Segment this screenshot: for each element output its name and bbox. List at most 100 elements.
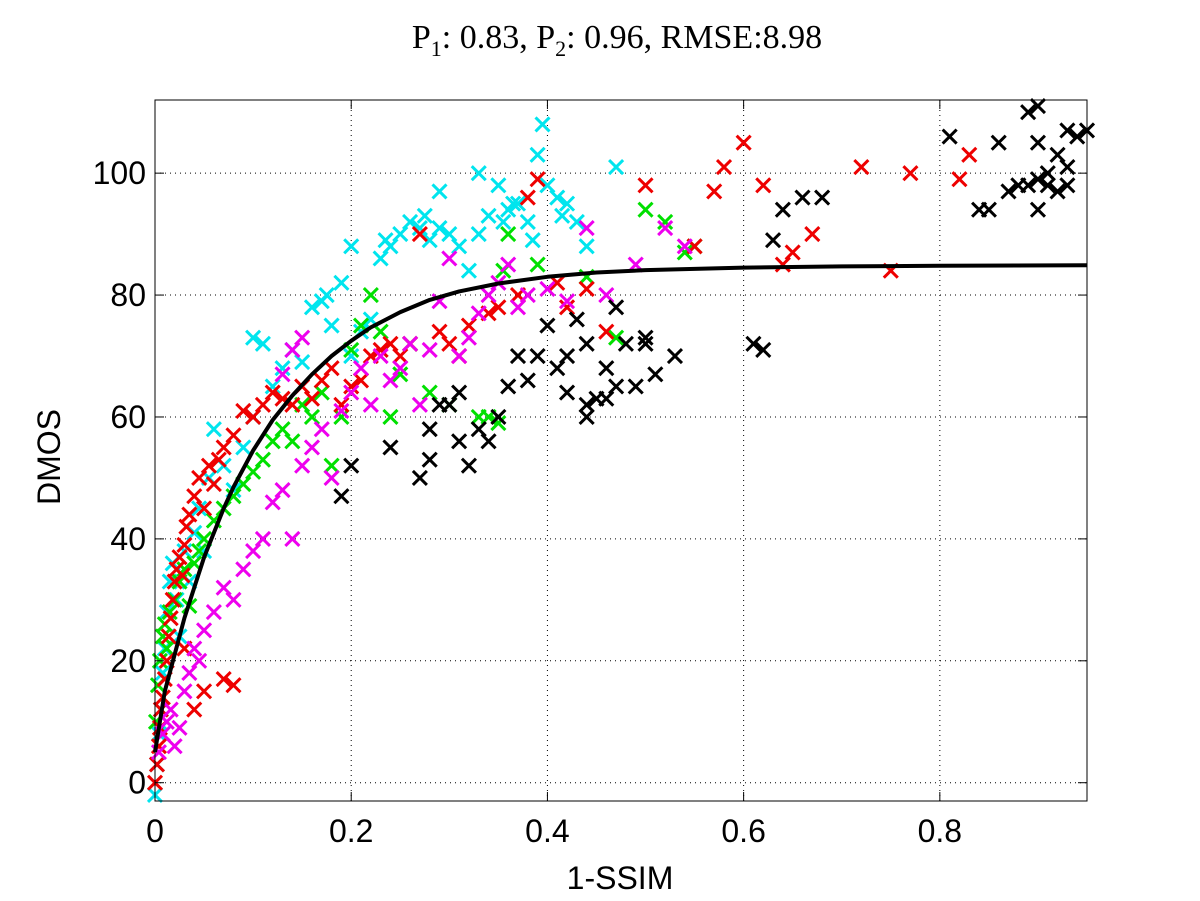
data-point-cyan [303,299,321,316]
data-point-magenta [382,372,399,389]
data-point-magenta [392,360,409,377]
data-point-magenta [343,384,360,401]
data-point-magenta [676,238,693,255]
data-point-magenta [171,719,188,736]
x-tick-label: 0.2 [329,813,373,849]
data-point-black [598,390,615,407]
data-point-black [637,329,654,346]
data-point-red [706,183,723,200]
data-point-black [990,134,1007,151]
data-point-red [735,134,752,151]
data-point-red [519,189,536,206]
data-point-green [158,640,175,657]
data-point-cyan [191,500,208,517]
data-point-black [451,433,468,450]
data-point-magenta [205,603,222,621]
data-point-black [1069,128,1086,145]
data-point-black [1059,122,1076,139]
data-point-cyan [539,177,556,194]
data-point-cyan [441,226,458,243]
data-point-cyan [254,335,271,352]
data-point-black [1029,171,1047,188]
data-point-red [195,500,213,517]
data-point-black [1020,177,1037,194]
data-point-black [814,189,831,206]
data-point-red [186,701,203,718]
data-point-magenta [441,250,458,267]
data-point-black [441,396,458,413]
data-point-green [657,213,674,230]
data-point-red [313,372,330,389]
y-tick-label: 60 [110,399,146,435]
data-point-magenta [558,293,576,310]
data-point-green [392,366,409,383]
data-point-red [853,158,870,176]
data-point-green [264,433,281,450]
data-point-magenta [294,329,311,346]
fit-curve [153,263,1088,753]
axis-ticks: 0 0.2 0.4 0.6 0.8 0 20 40 60 80 100 [93,100,1087,849]
data-point-cyan [554,207,571,224]
data-point-black [608,299,625,316]
data-point-magenta [500,256,517,273]
plot-frame [154,99,1088,802]
data-point-black [617,335,634,352]
data-point-red [490,299,507,316]
x-tick-label: 0.4 [525,813,569,849]
data-point-black [608,378,625,395]
data-point-red [210,451,227,468]
data-point-red [178,518,195,535]
data-point-magenta [303,439,321,456]
data-point-red [529,171,546,188]
x-tick-label: 0.6 [721,813,765,849]
data-point-red [181,506,198,523]
data-point-red [174,567,191,584]
title-p1-subscript: 1 [431,36,442,61]
data-point-green [254,451,271,468]
data-point-red [171,549,188,566]
data-point-magenta [166,738,183,755]
data-point-cyan [294,354,311,371]
data-point-black [343,457,360,474]
data-point-black [774,201,791,218]
data-point-black [1059,158,1076,176]
data-point-red [902,165,919,182]
data-point-red [333,396,350,413]
data-point-magenta [176,683,193,700]
data-point-red [186,488,203,505]
data-point-cyan [205,421,222,438]
data-point-black [1029,98,1047,115]
data-point-green [323,457,340,474]
data-point-magenta [294,457,311,474]
data-point-green [274,421,291,438]
data-point-cyan [534,116,551,133]
data-point-cyan [245,329,262,346]
data-point-cyan [558,195,576,212]
data-point-magenta [284,341,301,358]
data-point-magenta [215,579,232,596]
data-point-cyan [470,165,487,182]
data-point-cyan [421,232,438,249]
data-point-magenta [225,591,242,608]
y-tick-label: 80 [110,277,146,313]
data-point-cyan [431,183,448,200]
data-point-green [362,287,379,304]
data-point-green [676,244,693,261]
data-point-black [529,347,546,365]
data-point-red [784,244,801,261]
data-point-black [980,201,997,218]
data-point-black [578,408,595,426]
data-point-red [951,171,968,188]
data-point-black [539,317,556,334]
data-point-black [765,232,782,249]
x-axis-label: 1-SSIM [567,860,674,896]
data-point-red [148,756,166,773]
data-point-black [382,439,399,456]
data-point-red [774,256,791,273]
data-point-black [421,451,438,468]
data-point-black [755,341,772,358]
data-point-black [941,128,958,145]
data-point-cyan [323,317,340,334]
series-magenta [150,219,693,761]
data-point-cyan [505,195,522,212]
